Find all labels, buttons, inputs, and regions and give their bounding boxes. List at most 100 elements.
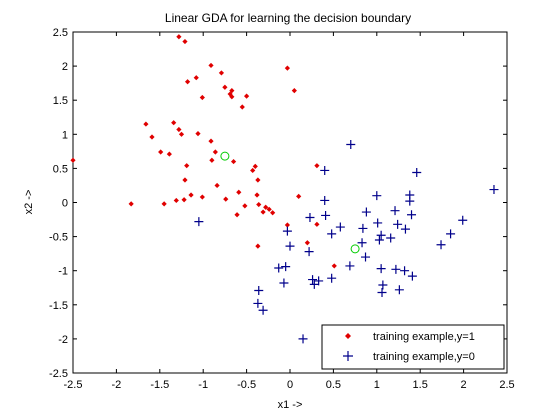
data-point-series-1: [377, 288, 387, 298]
data-point-series-0: [284, 222, 290, 228]
data-point-series-1: [308, 275, 318, 285]
data-point-series-0: [218, 70, 225, 76]
data-point-series-0: [256, 201, 262, 208]
data-point-series-0: [263, 204, 269, 210]
data-point-series-0: [229, 88, 235, 94]
data-point-series-0: [208, 62, 214, 69]
data-point-series-1: [407, 210, 417, 220]
y-tick-label: -2.5: [49, 368, 68, 380]
data-point-series-1: [327, 273, 337, 283]
data-point-series-1: [281, 262, 291, 272]
data-point-series-1: [320, 165, 330, 175]
data-point-series-1: [335, 222, 345, 232]
y-axis-label: x2 ->: [23, 190, 35, 215]
y-tick-label: 1.5: [53, 95, 68, 107]
data-point-series-0: [212, 149, 218, 155]
data-point-series-0: [193, 75, 199, 81]
chart-title: Linear GDA for learning the decision bou…: [165, 11, 411, 25]
data-point-series-1: [361, 252, 371, 262]
data-point-series-0: [291, 88, 297, 94]
data-point-series-0: [331, 263, 337, 269]
x-tick-label: 0.5: [326, 379, 341, 391]
data-point-series-0: [209, 157, 215, 163]
x-tick-label: -1: [198, 379, 208, 391]
data-point-series-0: [166, 151, 172, 157]
data-point-series-1: [357, 238, 367, 248]
data-point-series-0: [254, 192, 260, 198]
data-point-series-1: [412, 167, 422, 177]
data-point-series-1: [378, 280, 388, 290]
y-tick-label: 2: [62, 61, 68, 73]
legend-marker-y1: [345, 333, 351, 339]
data-point-series-0: [149, 134, 155, 140]
y-tick-label: 0: [62, 198, 68, 210]
data-point-series-0: [184, 163, 190, 169]
data-point-series-0: [184, 79, 191, 85]
data-point-series-0: [222, 84, 228, 90]
data-point-series-0: [158, 149, 164, 155]
legend-box: [321, 324, 505, 370]
data-point-series-1: [436, 240, 446, 250]
data-point-series-1: [400, 266, 410, 276]
data-point-series-1: [282, 226, 292, 236]
x-tick-label: -2.5: [64, 379, 83, 391]
data-point-series-2: [220, 151, 230, 161]
x-tick-label: 2: [461, 379, 467, 391]
data-point-series-0: [161, 201, 167, 207]
data-point-series-0: [266, 206, 272, 212]
data-point-series-0: [195, 131, 201, 137]
data-point-series-1: [373, 218, 383, 228]
y-tick-label: 0.5: [53, 163, 68, 175]
data-point-series-1: [279, 278, 289, 288]
data-point-series-1: [298, 334, 308, 344]
y-tick-label: -1: [58, 266, 68, 278]
legend-marker-y0: [343, 351, 353, 361]
data-point-series-1: [376, 230, 386, 240]
data-point-series-1: [194, 217, 204, 227]
data-point-series-0: [314, 163, 320, 169]
data-point-series-0: [181, 197, 187, 203]
data-point-series-1: [372, 191, 382, 201]
data-point-series-0: [229, 94, 235, 100]
axes: -2.5 -2 -1.5 -1 -0.5 0 0.5 1 1.5 2 2.5 -2.5 -2 -1.5 -1…: [49, 27, 515, 391]
data-point-series-1: [345, 261, 355, 271]
data-point-series-1: [400, 224, 410, 234]
data-point-series-1: [405, 196, 415, 206]
data-point-series-0: [208, 138, 214, 144]
data-point-series-0: [214, 182, 220, 189]
data-point-series-1: [346, 140, 356, 150]
data-point-series-0: [173, 197, 179, 204]
data-point-series-1: [253, 298, 263, 308]
data-point-series-0: [143, 121, 149, 127]
data-point-series-0: [176, 34, 182, 40]
data-point-series-1: [258, 305, 268, 315]
data-point-series-0: [255, 177, 261, 183]
data-point-series-0: [199, 94, 205, 101]
data-point-series-0: [284, 65, 290, 71]
data-point-series-1: [327, 229, 337, 239]
y-tick-label: -2: [58, 334, 68, 346]
x-tick-label: -1.5: [150, 379, 169, 391]
data-point-series-1: [361, 207, 371, 217]
data-point-series-0: [244, 93, 250, 99]
data-point-series-0: [128, 201, 134, 207]
data-point-series-0: [178, 131, 185, 137]
data-point-series-0: [234, 212, 240, 218]
data-point-series-1: [321, 210, 331, 220]
legend-label-y1: training example,y=1: [373, 331, 475, 343]
data-point-series-0: [223, 196, 229, 202]
data-point-series-0: [182, 177, 188, 183]
legend-label-y0: training example,y=0: [373, 351, 475, 363]
data-point-series-1: [358, 223, 368, 233]
data-point-series-0: [182, 38, 188, 45]
data-point-series-0: [239, 104, 245, 110]
data-point-series-1: [309, 279, 319, 289]
x-tick-label: -2: [112, 379, 122, 391]
x-tick-label: 1: [374, 379, 380, 391]
data-point-series-0: [255, 243, 261, 249]
data-point-series-1: [320, 195, 330, 205]
data-point-series-1: [390, 206, 400, 216]
data-point-series-1: [407, 271, 417, 281]
x-tick-label: -0.5: [237, 379, 256, 391]
